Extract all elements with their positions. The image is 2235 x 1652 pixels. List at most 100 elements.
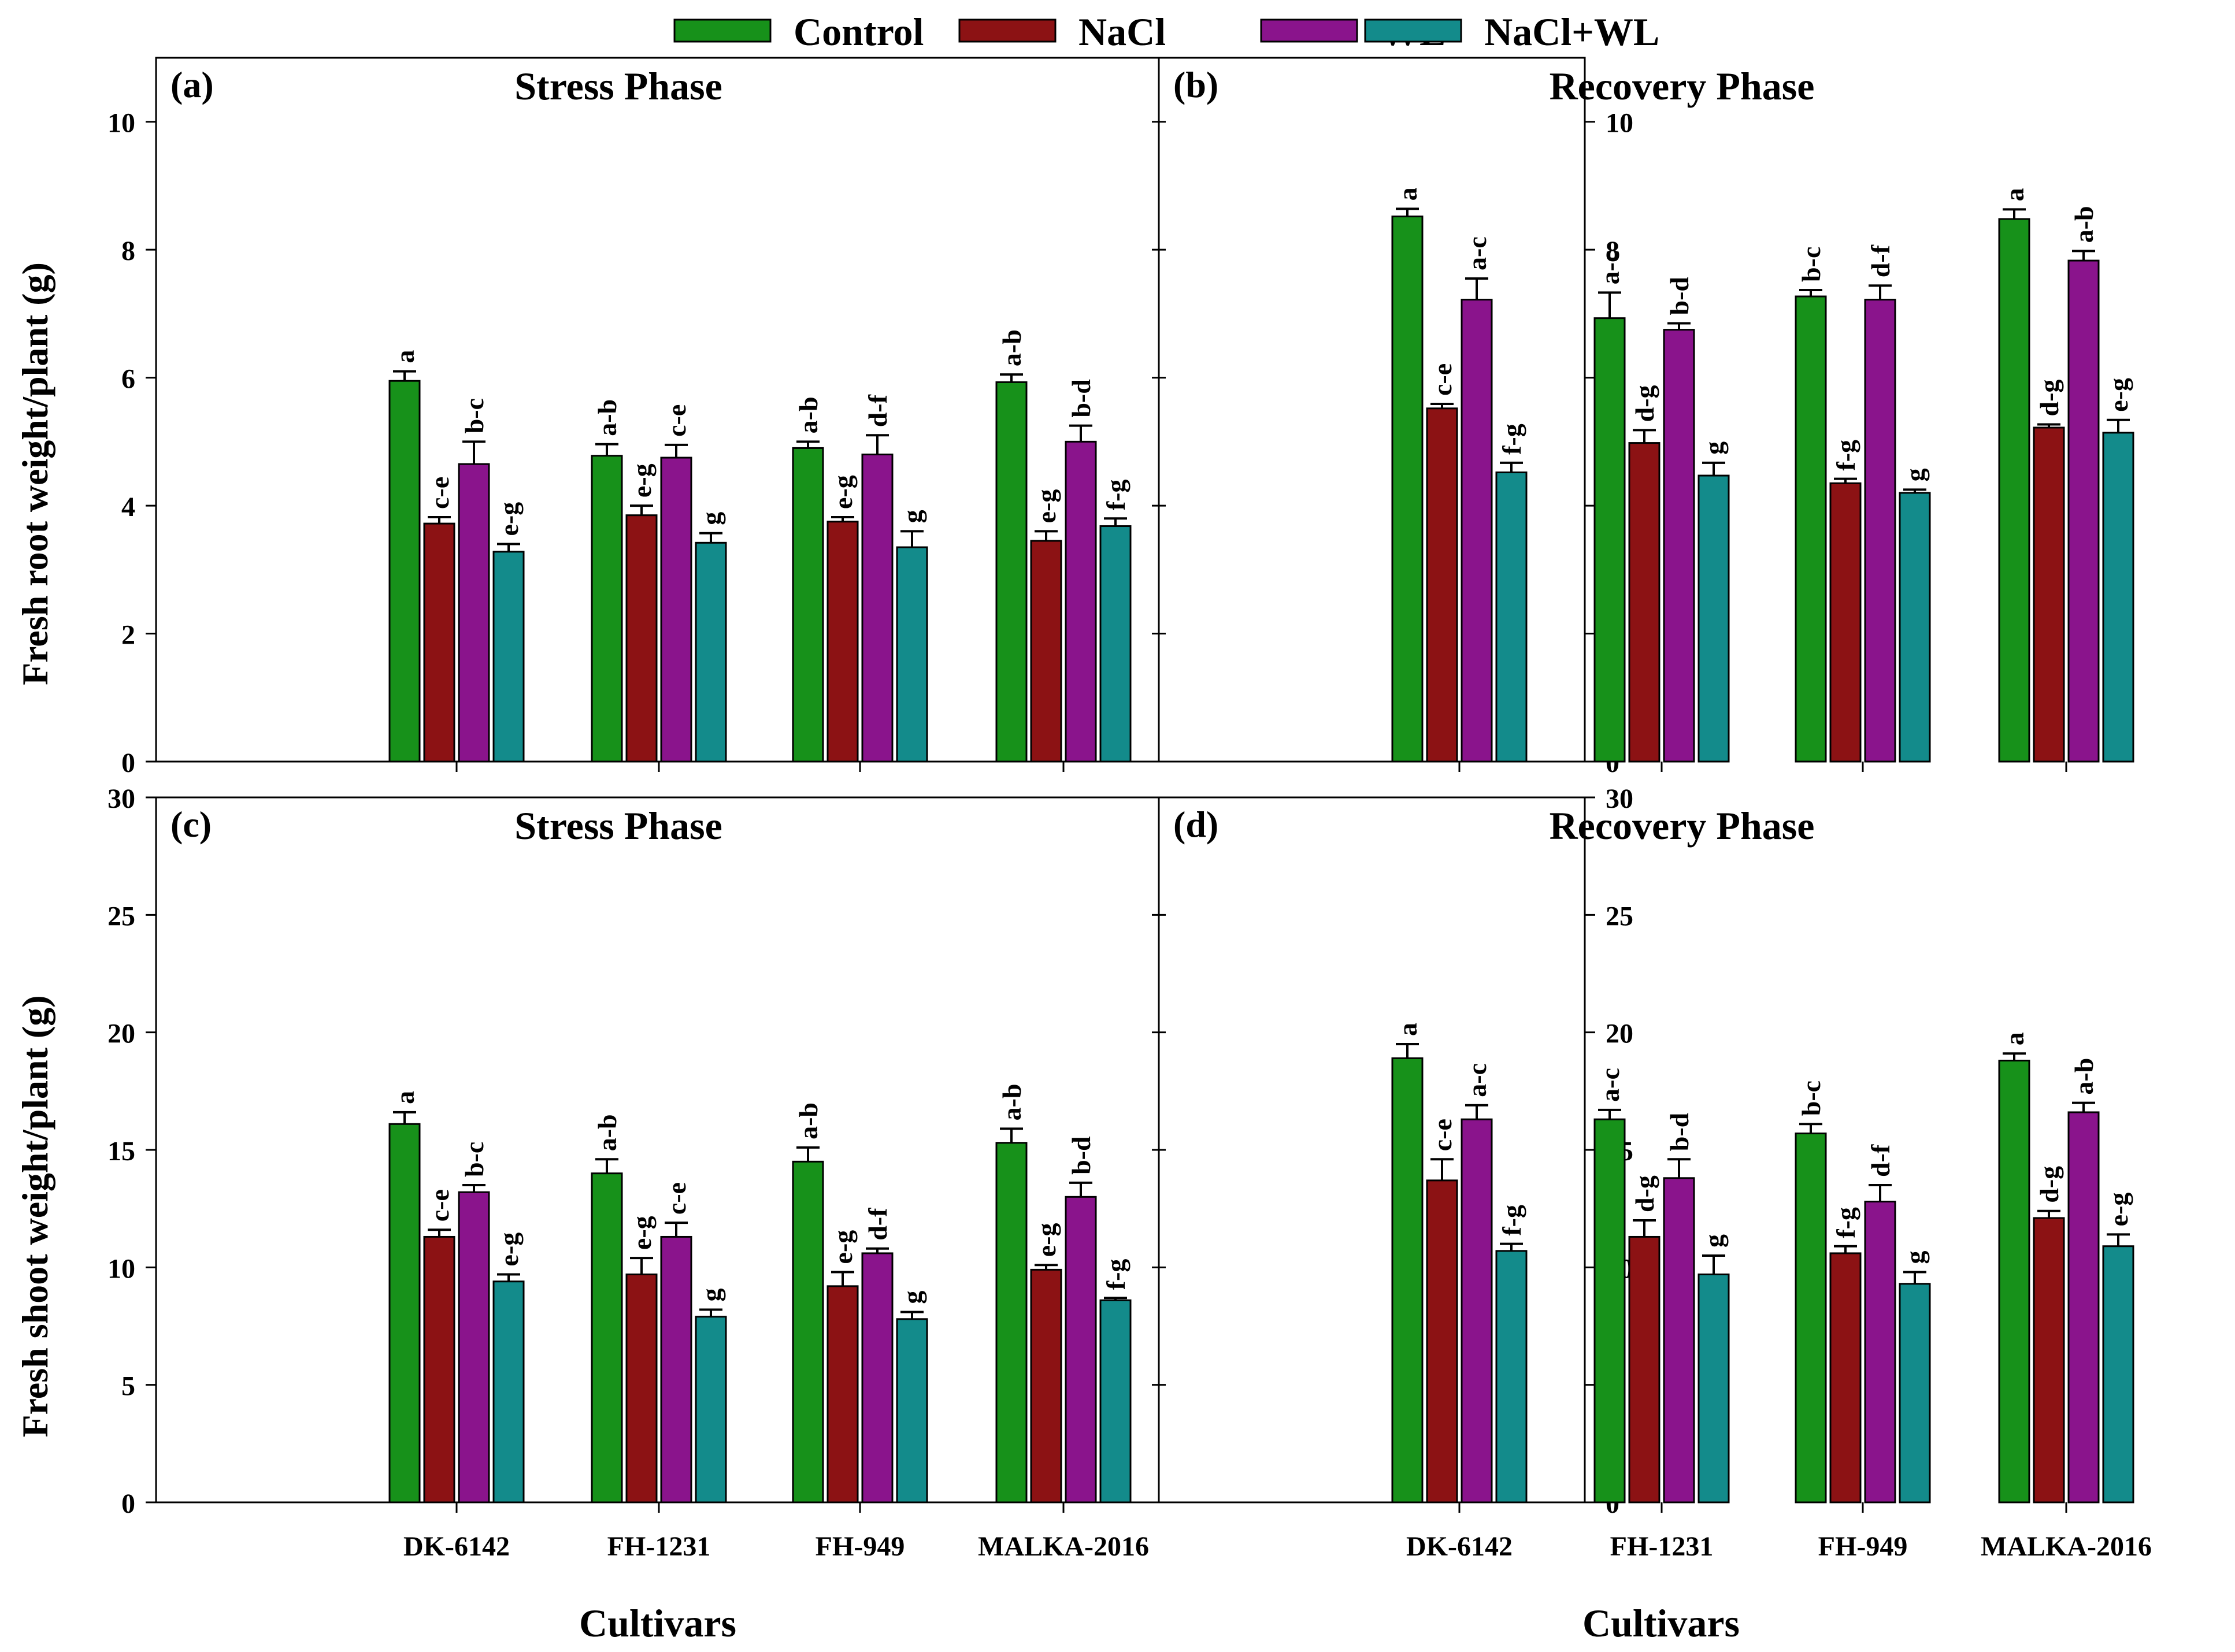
significance-letter: b-d [1066, 379, 1096, 418]
significance-letter: a-b [794, 1102, 823, 1139]
bar-nacl [826, 521, 859, 763]
x-tick-label: DK-6142 [1406, 1531, 1513, 1562]
significance-letter: e-g [1032, 1223, 1061, 1257]
y-tick-label-left: 0 [121, 748, 135, 778]
bar-control [1593, 317, 1626, 763]
x-tick-label: DK-6142 [403, 1531, 510, 1562]
significance-letter: g [898, 510, 927, 523]
panel-a: (a) Stress Phaseac-eb-ce-ga-be-gc-ega-be-… [171, 64, 1132, 772]
significance-letter: a-b [794, 396, 823, 433]
bar-wl [861, 454, 894, 763]
significance-letter: a-c [1595, 1068, 1625, 1102]
bar-control [388, 1123, 421, 1503]
bar-wl [861, 1252, 894, 1503]
legend: ControlNaClWLNaCl+WL [673, 10, 1659, 54]
legend-swatch-wl [1260, 18, 1358, 43]
significance-letter: b-c [459, 1142, 489, 1177]
y-tick-label-right: 10 [1606, 108, 1633, 139]
y-axis-label-root: Fresh root weight/plant (g) [14, 262, 55, 685]
significance-letter: g [1699, 1234, 1729, 1248]
significance-letter: e-g [2104, 1193, 2133, 1227]
bar-control [1998, 218, 2030, 763]
significance-letter: a-b [2069, 206, 2099, 243]
bar-control [591, 455, 623, 763]
significance-letter: f-g [1831, 440, 1860, 471]
bar-nacl [1628, 442, 1661, 763]
significance-letter: e-g [1032, 489, 1061, 524]
chart-panels: 00224466881010(a)Stress Phaseac-eb-ce-ga… [108, 57, 2152, 1562]
bar-nacl-wl [1697, 474, 1730, 763]
bar-nacl-wl [695, 541, 727, 763]
significance-letter: g [898, 1291, 927, 1304]
bar-wl [1864, 299, 1896, 763]
panel-title: Recovery Phase [1550, 64, 1815, 108]
x-tick-label: FH-949 [1818, 1531, 1908, 1562]
legend-label-nacl: NaCl [1078, 10, 1166, 54]
bar-nacl-wl [896, 546, 928, 763]
x-tick-label: MALKA-2016 [978, 1531, 1149, 1562]
panel-label: (b) [1173, 64, 1218, 105]
y-tick-label-left: 0 [121, 1488, 135, 1519]
legend-label-nacl-wl: NaCl+WL [1484, 10, 1659, 54]
bar-nacl [1030, 1268, 1062, 1503]
bar-nacl-wl [2102, 1245, 2134, 1503]
significance-letter: d-f [1866, 1144, 1895, 1177]
bar-wl [2067, 259, 2100, 763]
y-tick-label-left: 6 [121, 364, 135, 395]
bar-nacl-wl [1697, 1274, 1730, 1503]
legend-swatch-nacl [958, 18, 1057, 43]
bar-nacl [1829, 482, 1862, 763]
significance-letter: d-f [863, 1208, 892, 1241]
panel-d: (d) Recovery PhaseDK-6142ac-ea-cf-gFH-123… [1173, 804, 2152, 1562]
bar-nacl [1628, 1235, 1661, 1503]
y-axis-label-shoot: Fresh shoot weight/plant (g) [14, 995, 55, 1437]
bar-control [1795, 1133, 1827, 1503]
panel-title: Stress Phase [514, 64, 722, 108]
panel-b: (b) Recovery Phase a c-e a-c f-g a-c d-g b-d g b-c… [1173, 64, 2134, 772]
bar-wl [660, 1235, 692, 1503]
bar-control [1593, 1118, 1626, 1503]
legend-swatch-nacl-wl [1364, 18, 1462, 43]
y-tick-label-left: 4 [121, 492, 135, 522]
y-tick-label-right: 20 [1606, 1019, 1633, 1049]
bar-nacl-wl [1899, 492, 1931, 763]
bar-nacl [625, 1274, 658, 1503]
bar-control [1795, 295, 1827, 763]
bar-nacl-wl [492, 551, 525, 763]
y-tick-label-left: 2 [121, 620, 135, 651]
significance-letter: b-d [1066, 1136, 1096, 1175]
significance-letter: d-g [2034, 380, 2064, 417]
significance-letter: c-e [425, 1189, 454, 1222]
y-tick-label-left: 25 [108, 901, 135, 931]
legend-label-control: Control [794, 10, 924, 54]
y-tick-label-left: 10 [108, 1253, 135, 1284]
bar-wl [1663, 329, 1695, 763]
significance-letter: f-g [1101, 1259, 1131, 1290]
legend-swatch-control [673, 18, 772, 43]
significance-letter: f-g [1831, 1207, 1860, 1238]
bar-control [995, 381, 1028, 763]
bar-wl [458, 463, 490, 763]
significance-letter: d-g [2034, 1166, 2064, 1203]
bar-wl [1065, 440, 1097, 763]
significance-letter: b-c [1796, 1081, 1826, 1116]
bar-control [1998, 1059, 2030, 1503]
bar-nacl-wl [695, 1316, 727, 1503]
bar-nacl-wl [896, 1318, 928, 1503]
bar-nacl [1829, 1252, 1862, 1503]
bar-control [792, 447, 824, 763]
bar-nacl-wl [1899, 1283, 1931, 1503]
y-tick-label-left: 8 [121, 236, 135, 266]
bar-control [995, 1142, 1028, 1503]
x-axis-label-left: Cultivars [579, 1601, 736, 1645]
significance-letter: a-c [1462, 1063, 1492, 1097]
panel-c: (c) Stress PhaseDK-6142ac-eb-ce-gFH-1231a… [171, 804, 1149, 1562]
bar-nacl-wl [1099, 1299, 1132, 1503]
bar-wl [1663, 1177, 1695, 1503]
significance-letter: e-g [627, 463, 657, 498]
significance-letter: c-e [1428, 1119, 1457, 1151]
significance-letter: a-c [1462, 236, 1492, 270]
bar-wl [1461, 1118, 1493, 1503]
bar-wl [660, 456, 692, 763]
